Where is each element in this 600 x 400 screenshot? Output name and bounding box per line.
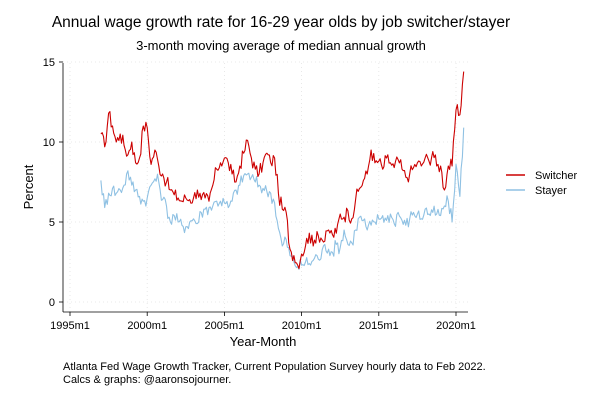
x-tick-label: 2005m1 [205, 320, 245, 332]
y-tick-label: 0 [49, 297, 55, 309]
series-line-stayer [100, 127, 465, 270]
x-tick-label: 2000m1 [127, 320, 167, 332]
chart-title: Annual wage growth rate for 16-29 year o… [52, 14, 510, 31]
x-ticks: 1995m1 2000m1 2005m1 2010m1 2015m1 2020m1 [50, 312, 476, 332]
y-axis-label: Percent [21, 164, 36, 209]
x-tick-label: 1995m1 [50, 320, 90, 332]
source-note: Atlanta Fed Wage Growth Tracker, Current… [63, 361, 486, 373]
y-tick-label: 15 [43, 57, 55, 69]
axes [62, 63, 468, 313]
x-tick-label: 2020m1 [436, 320, 476, 332]
chart-subtitle: 3-month moving average of median annual … [136, 38, 426, 53]
x-tick-label: 2010m1 [282, 320, 322, 332]
legend-label-stayer: Stayer [535, 185, 567, 197]
y-ticks: 0 5 10 15 [43, 57, 63, 309]
x-axis-label: Year-Month [230, 334, 297, 349]
gridlines [63, 61, 468, 312]
credit-note: Calcs & graphs: @aaronsojourner. [63, 374, 231, 386]
legend-label-switcher: Switcher [535, 170, 578, 182]
y-tick-label: 5 [49, 217, 55, 229]
plot-area: 0 5 10 15 1995m1 2000m1 2005m1 2010m1 2015m1 202… [43, 57, 476, 332]
y-tick-label: 10 [43, 137, 55, 149]
legend: Switcher Stayer [506, 170, 578, 197]
series-lines [100, 71, 465, 270]
x-tick-label: 2015m1 [359, 320, 399, 332]
series-line-switcher [100, 71, 465, 270]
